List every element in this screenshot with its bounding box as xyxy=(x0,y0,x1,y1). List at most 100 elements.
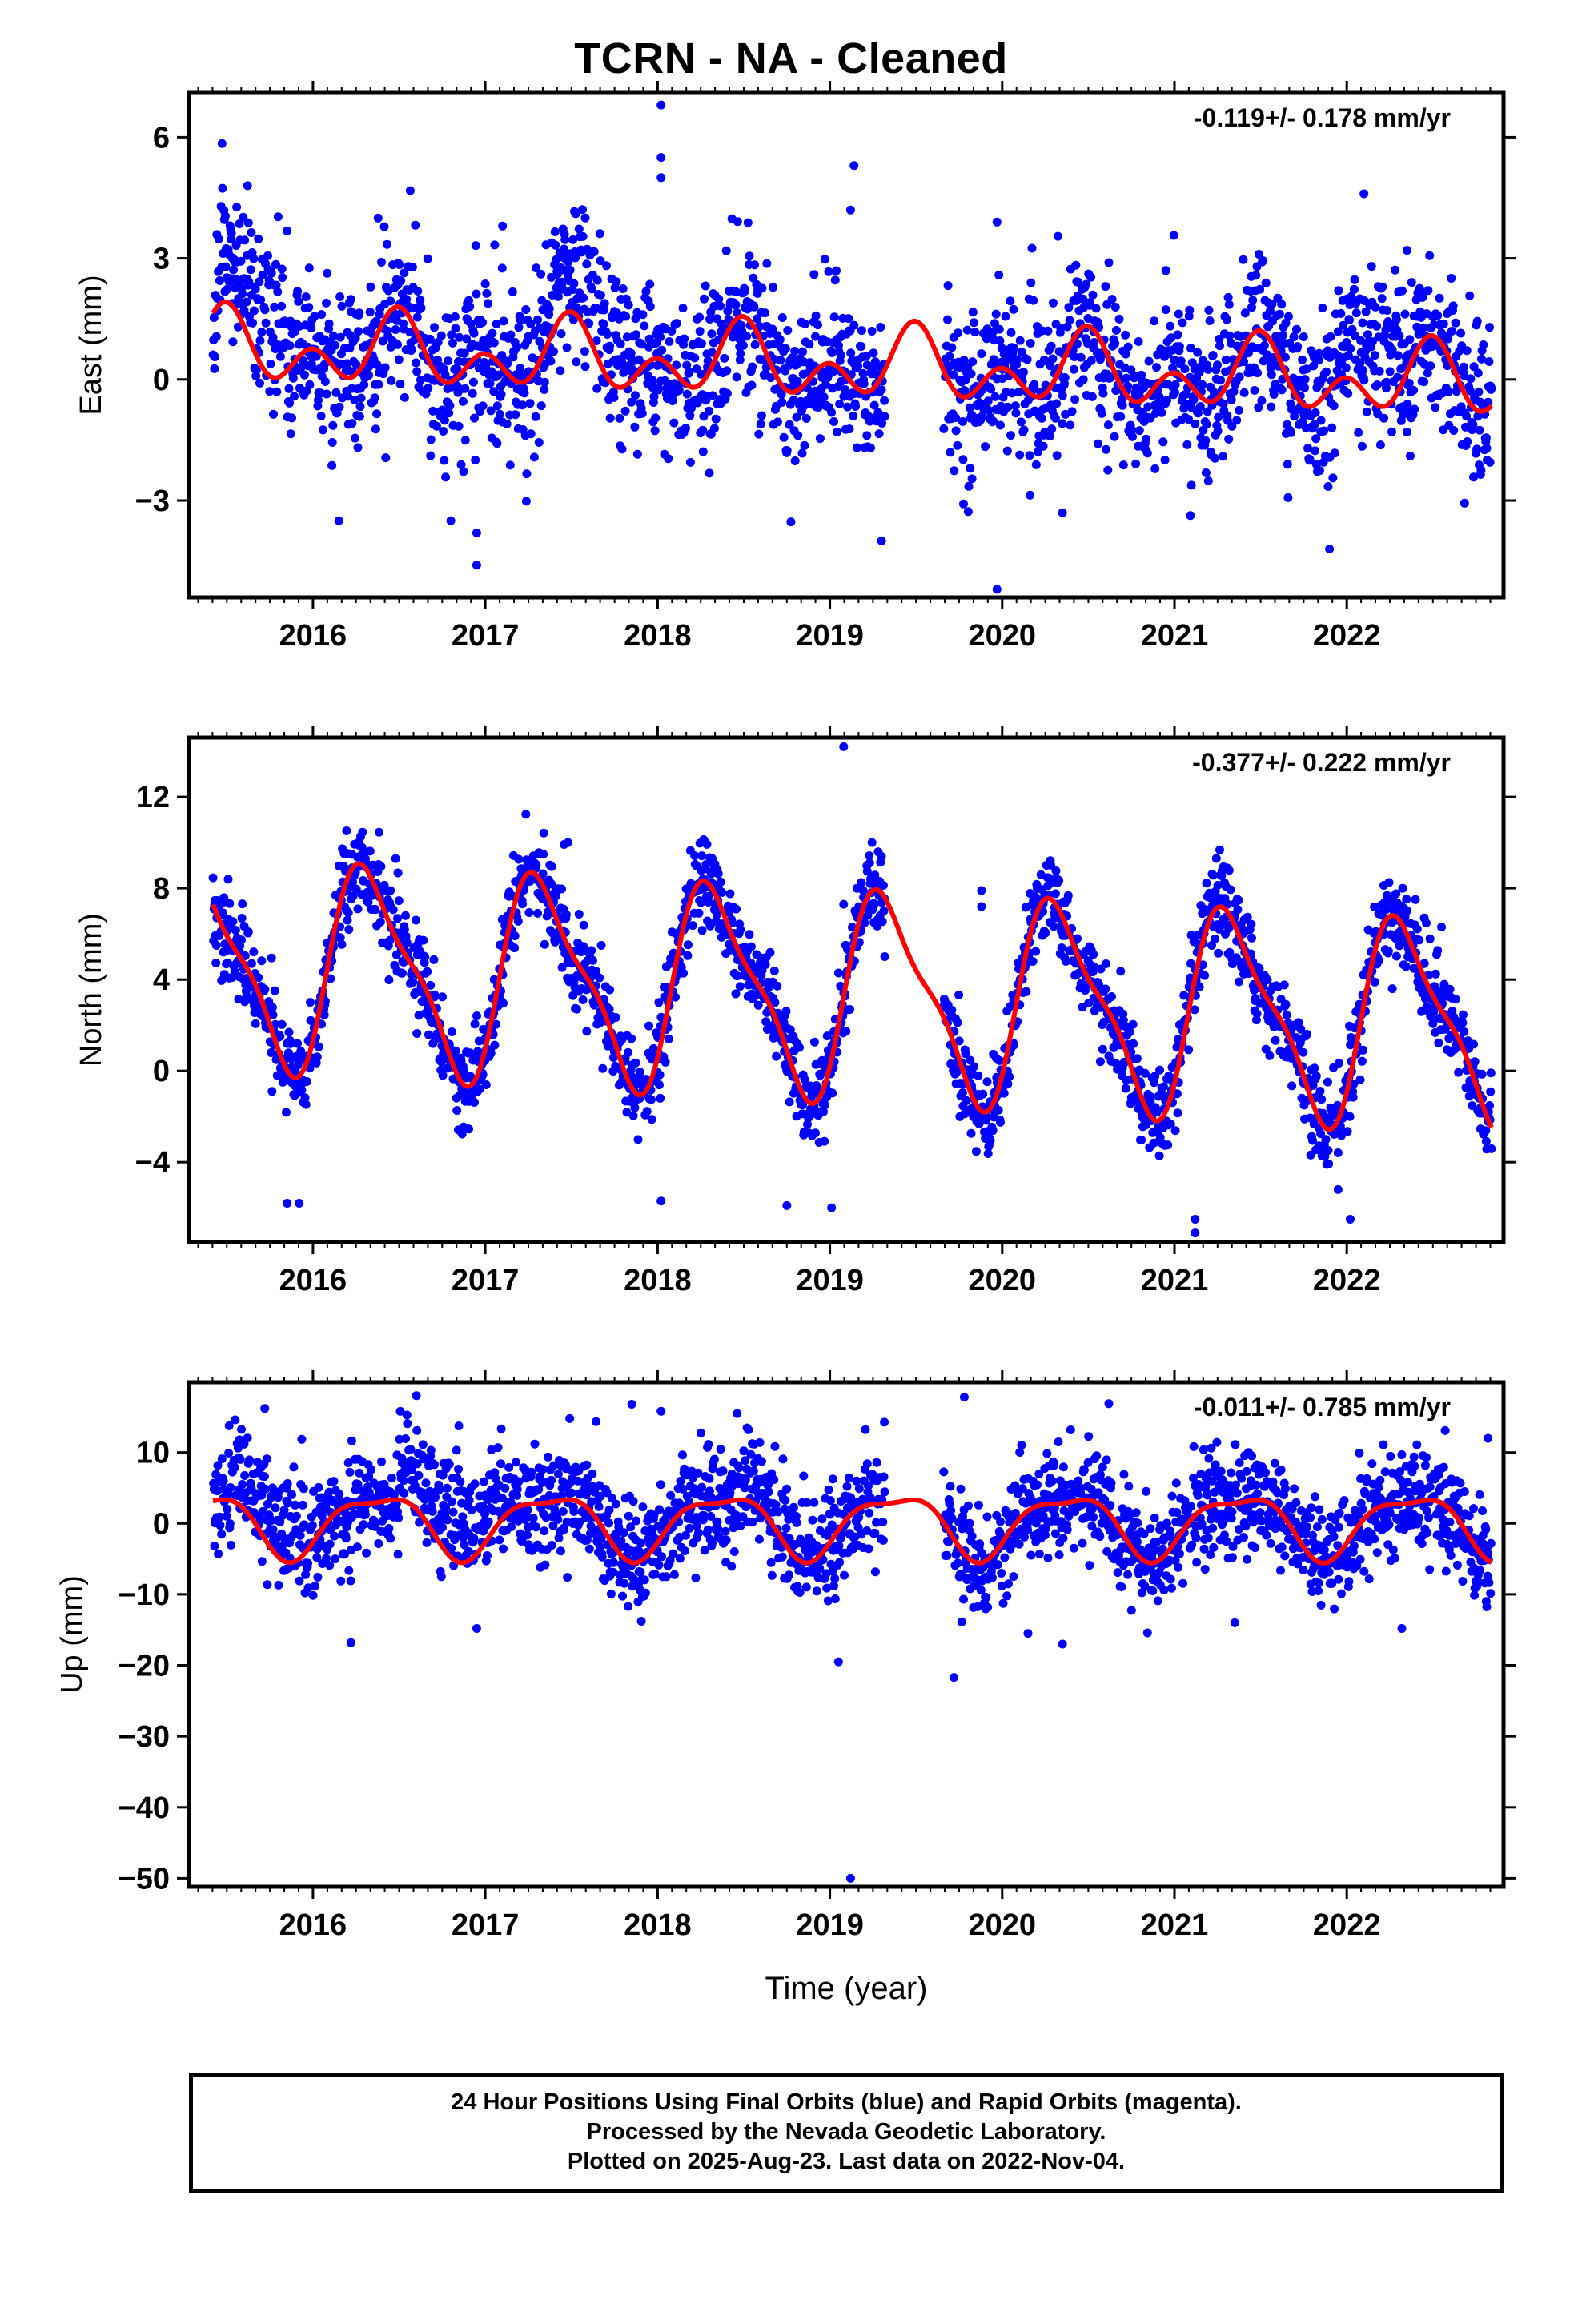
east-point-1911 xyxy=(1283,460,1292,469)
east-point-1315 xyxy=(962,325,972,335)
north-point-742 xyxy=(604,1004,614,1014)
east-point-72 xyxy=(247,228,256,237)
east-point-454 xyxy=(454,421,464,431)
east-point-1412 xyxy=(1013,355,1022,364)
east-point-568 xyxy=(512,343,522,352)
east-point-1144 xyxy=(813,320,822,330)
north-point-1457 xyxy=(1046,860,1055,870)
east-point-2029 xyxy=(1343,351,1353,360)
east-point-430 xyxy=(440,370,450,380)
east-point-1553 xyxy=(1090,338,1099,347)
north-point-429 xyxy=(438,1071,448,1080)
north-point-45 xyxy=(231,926,240,935)
north-point-242 xyxy=(335,933,345,943)
north-point-1096 xyxy=(795,1043,804,1052)
east-point-1810 xyxy=(1227,395,1236,404)
north-point-756 xyxy=(611,1013,620,1022)
north-point-2068 xyxy=(1370,902,1379,911)
east-point-53 xyxy=(236,256,246,266)
east-point-214 xyxy=(323,268,332,278)
east-point-1449 xyxy=(1034,447,1043,456)
east-point-1020 xyxy=(749,273,758,283)
east-point-1010 xyxy=(743,218,753,227)
east-point-2080 xyxy=(1372,380,1382,389)
east-point-1683 xyxy=(1158,437,1168,447)
east-point-1477 xyxy=(1048,354,1058,364)
east-outlier-point-5 xyxy=(1359,189,1369,199)
east-point-653 xyxy=(556,366,565,376)
east-point-2061 xyxy=(1362,407,1371,416)
east-point-1298 xyxy=(953,440,962,450)
east-point-1701 xyxy=(1169,231,1178,240)
north-point-818 xyxy=(647,1095,656,1104)
north-point-2027 xyxy=(1348,1092,1358,1102)
east-point-1880 xyxy=(1267,370,1276,380)
east-point-264 xyxy=(351,433,359,443)
north-point-1252 xyxy=(878,881,888,890)
east-point-1740 xyxy=(1191,419,1200,428)
east-point-61 xyxy=(240,235,250,245)
east-point-1869 xyxy=(1261,278,1271,287)
east-point-2258 xyxy=(1466,374,1476,384)
east-point-1995 xyxy=(1326,332,1335,341)
north-point-1690 xyxy=(1173,1108,1182,1118)
east-point-1419 xyxy=(1017,348,1026,356)
east-point-1086 xyxy=(782,446,792,456)
east-point-82 xyxy=(251,365,261,375)
east-point-1576 xyxy=(1101,282,1110,292)
east-point-686 xyxy=(571,209,580,219)
north-point-1195 xyxy=(848,923,857,932)
east-point-1299 xyxy=(954,328,962,338)
east-point-1436 xyxy=(1026,278,1036,287)
east-point-631 xyxy=(544,304,554,313)
east-point-859 xyxy=(665,337,674,346)
north-point-1719 xyxy=(1190,1005,1199,1015)
east-point-1139 xyxy=(811,332,820,341)
north-point-2020 xyxy=(1345,1112,1355,1121)
east-point-781 xyxy=(624,300,633,310)
east-point-610 xyxy=(534,438,544,447)
east-point-1179 xyxy=(830,275,840,285)
east-point-1577 xyxy=(1102,444,1110,454)
east-point-716 xyxy=(589,247,599,256)
east-point-380 xyxy=(412,312,422,322)
east-point-1140 xyxy=(811,311,821,320)
north-outlier-point-10 xyxy=(656,1196,666,1206)
east-point-806 xyxy=(637,340,647,349)
east-point-48 xyxy=(233,322,243,332)
north-point-530 xyxy=(492,1019,501,1029)
east-point-966 xyxy=(721,246,731,255)
north-point-347 xyxy=(393,914,402,923)
north-point-1896 xyxy=(1282,1011,1291,1019)
north-outlier-point-2 xyxy=(391,854,400,863)
north-point-1669 xyxy=(1163,1140,1173,1150)
east-point-75 xyxy=(248,318,258,328)
east-point-1852 xyxy=(1251,271,1261,280)
east-point-1686 xyxy=(1160,455,1170,464)
east-point-17 xyxy=(218,183,227,193)
east-point-172 xyxy=(299,370,309,380)
east-point-475 xyxy=(465,302,475,312)
east-point-719 xyxy=(592,336,601,345)
north-point-1336 xyxy=(983,1149,993,1158)
north-point-332 xyxy=(384,975,394,984)
north-point-617 xyxy=(539,850,548,859)
north-point-1185 xyxy=(841,1027,851,1036)
east-outlier-point-6 xyxy=(243,181,252,191)
east-point-237 xyxy=(335,292,345,301)
east-point-685 xyxy=(571,253,580,263)
east-point-1548 xyxy=(1086,356,1096,365)
north-point-1227 xyxy=(865,858,874,868)
east-point-487 xyxy=(471,241,480,251)
east-point-376 xyxy=(411,220,420,230)
east-point-1307 xyxy=(958,416,967,426)
north-point-1111 xyxy=(803,1120,812,1129)
east-point-1907 xyxy=(1280,352,1290,362)
east-point-462 xyxy=(458,396,468,406)
east-point-1803 xyxy=(1223,292,1233,302)
east-point-203 xyxy=(317,310,327,320)
east-point-814 xyxy=(641,287,651,296)
north-point-1334 xyxy=(982,1077,992,1087)
east-point-45 xyxy=(232,203,242,212)
north-point-979 xyxy=(732,904,741,914)
